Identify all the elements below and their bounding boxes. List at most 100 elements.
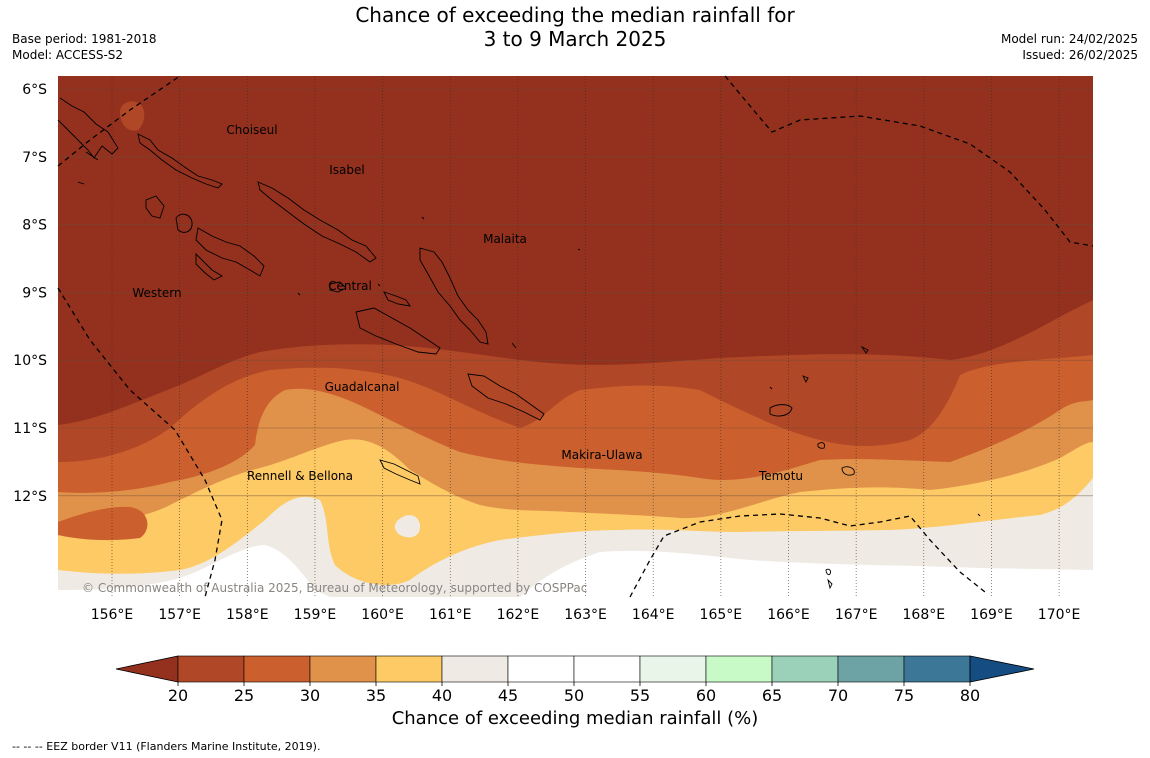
colorbar-segment <box>639 655 707 683</box>
lon-tick-label: 167°E <box>835 607 878 623</box>
region-label-choiseul: Choiseul <box>226 123 277 137</box>
eez-footnote: -- -- -- EEZ border V11 (Flanders Marine… <box>12 740 321 753</box>
lat-tick-label: 6°S <box>22 82 47 98</box>
colorbar-tick-label: 40 <box>432 686 452 705</box>
lon-tick-label: 161°E <box>429 607 472 623</box>
graticule <box>58 76 1093 597</box>
lon-tick-label: 168°E <box>903 607 946 623</box>
colorbar-segment <box>177 655 245 683</box>
island-choiseul <box>137 133 223 189</box>
lon-tick-label: 170°E <box>1038 607 1081 623</box>
colorbar-tick-label: 50 <box>564 686 584 705</box>
island-newgeorgia <box>195 227 265 277</box>
model-run: Model run: 24/02/2025 <box>1000 32 1138 46</box>
lat-tick-label: 7°S <box>22 150 47 166</box>
lat-tick-label: 11°S <box>13 421 47 437</box>
eez-line-4 <box>629 513 986 598</box>
model-name: Model: ACCESS-S2 <box>12 48 124 62</box>
lon-tick-label: 166°E <box>767 607 810 623</box>
lon-tick-label: 157°E <box>158 607 201 623</box>
colorbar-segment <box>903 655 971 683</box>
island-bougainville <box>57 97 119 159</box>
colorbar-extend-low <box>115 655 179 683</box>
island-ndende <box>769 404 793 417</box>
lon-tick-label: 160°E <box>361 607 404 623</box>
base-period: Base period: 1981-2018 <box>12 32 157 46</box>
colorbar-segment <box>837 655 905 683</box>
map-title-line2: 3 to 9 March 2025 <box>483 27 667 51</box>
colorbar-tick-label: 25 <box>234 686 254 705</box>
colorbar-tick-label: 45 <box>498 686 518 705</box>
band-40-45-patch <box>1078 515 1093 545</box>
island-malaita <box>419 247 489 345</box>
colorbar-tick-label: 55 <box>630 686 650 705</box>
region-label-western: Western <box>132 286 181 300</box>
colorbar-segment <box>573 655 641 683</box>
island-rendova <box>195 252 223 281</box>
colorbar-segment <box>771 655 839 683</box>
band-25-30-patch <box>120 101 145 131</box>
band-30-35-patch <box>58 506 148 541</box>
island-reef <box>802 375 809 384</box>
region-label-temotu: Temotu <box>758 469 803 483</box>
eez-borders <box>57 75 1094 598</box>
colorbar-tick-label: 70 <box>828 686 848 705</box>
coastlines <box>57 97 981 590</box>
colorbar-tick-label: 30 <box>300 686 320 705</box>
island-ontong <box>77 151 981 517</box>
colorbar-segment <box>243 655 311 683</box>
region-label-rennell-bellona: Rennell & Bellona <box>247 469 353 483</box>
colorbar-segment <box>441 655 509 683</box>
island-utupua <box>817 442 825 449</box>
issued-date: Issued: 26/02/2025 <box>1022 48 1138 62</box>
island-rennell <box>379 459 421 485</box>
colorbar: 20 25 30 35 40 45 50 55 60 65 70 75 80 <box>115 655 1035 705</box>
lat-tick-label: 9°S <box>22 285 47 301</box>
region-label-guadalcanal: Guadalcanal <box>325 380 400 394</box>
region-label-central: Central <box>328 279 372 293</box>
island-anuta <box>827 578 833 590</box>
lon-tick-label: 164°E <box>632 607 675 623</box>
island-vellalavella <box>145 195 165 219</box>
eez-line-1 <box>57 75 181 167</box>
colorbar-tick-label: 35 <box>366 686 386 705</box>
island-duff <box>860 345 869 354</box>
meta-right: Model run: 24/02/2025 Issued: 26/02/2025 <box>1001 31 1138 63</box>
band-50-55 <box>58 545 1093 597</box>
lat-tick-label: 12°S <box>13 489 47 505</box>
region-label-isabel: Isabel <box>329 163 364 177</box>
lat-tick-label: 8°S <box>22 218 47 234</box>
region-label-makira-ulawa: Makira-Ulawa <box>561 448 642 462</box>
lon-tick-label: 163°E <box>564 607 607 623</box>
colorbar-extend-high <box>969 655 1035 683</box>
region-label-malaita: Malaita <box>483 232 527 246</box>
lon-tick-label: 162°E <box>497 607 540 623</box>
band-45-50-patch <box>394 515 421 538</box>
longitude-labels: 156°E 157°E 158°E 159°E 160°E 161°E 162°E 163°E… <box>91 607 1081 623</box>
lon-tick-label: 165°E <box>700 607 743 623</box>
island-makira <box>467 373 545 421</box>
island-kolombangara <box>175 213 193 233</box>
island-vanikoro <box>841 466 855 476</box>
colorbar-tick-label: 20 <box>168 686 188 705</box>
copyright-notice: © Commonwealth of Australia 2025, Bureau… <box>82 581 587 595</box>
map-title-line1: Chance of exceeding the median rainfall … <box>355 3 795 27</box>
lon-tick-label: 156°E <box>91 607 134 623</box>
island-isabel <box>257 181 377 263</box>
probability-fill <box>58 76 1093 597</box>
eez-line-3 <box>724 75 1094 247</box>
colorbar-segment <box>375 655 443 683</box>
colorbar-segment <box>507 655 575 683</box>
latitude-labels: 6°S 7°S 8°S 9°S 10°S 11°S 12°S <box>13 82 47 505</box>
colorbar-tick-label: 75 <box>894 686 914 705</box>
lon-tick-label: 159°E <box>294 607 337 623</box>
lat-tick-label: 10°S <box>13 353 47 369</box>
island-guadalcanal <box>355 307 441 355</box>
colorbar-tick-label: 80 <box>960 686 980 705</box>
lon-tick-label: 169°E <box>970 607 1013 623</box>
colorbar-segment <box>309 655 377 683</box>
island-russell <box>329 281 347 293</box>
meta-left: Base period: 1981-2018 Model: ACCESS-S2 <box>12 31 157 63</box>
island-florida <box>383 291 411 307</box>
